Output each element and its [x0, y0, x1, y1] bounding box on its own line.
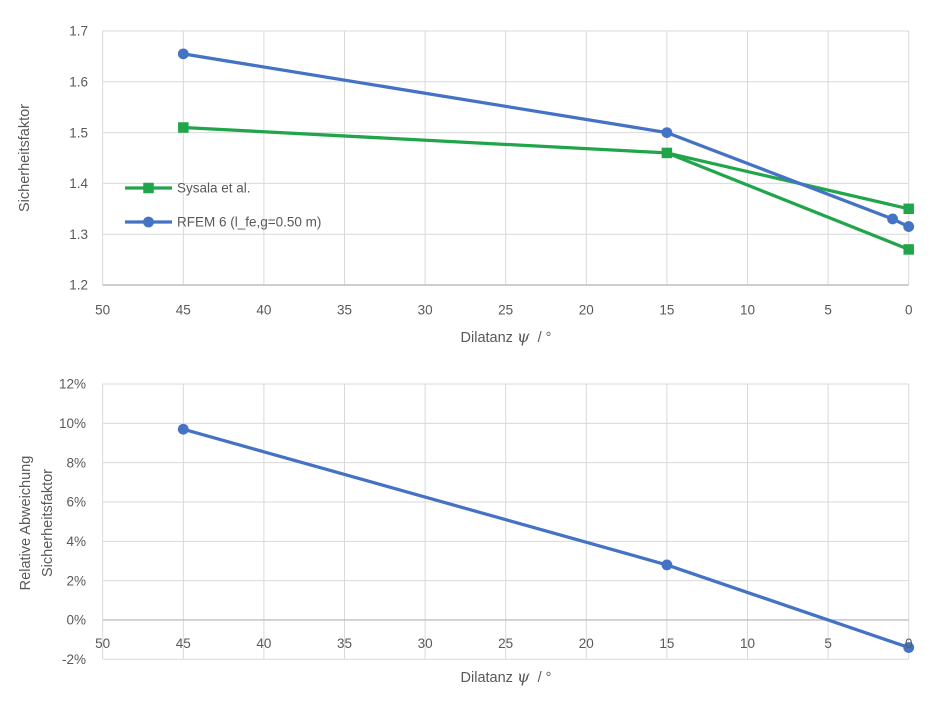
x-tick-label: 25	[498, 636, 513, 651]
psi-symbol: ψ	[516, 667, 530, 686]
y-axis-title-line-1: Relative Abweichung	[18, 455, 34, 591]
safety-factor-chart: 50 45 40 35 30 25 20 15 10 5 01.71.61.51.41.31.2Sy…	[69, 24, 915, 318]
data-point-marker	[178, 122, 189, 133]
legend-marker	[143, 216, 154, 228]
y-axis-title-safety-factor: Sicherheitsfaktor	[14, 104, 36, 212]
gridlines	[102, 383, 910, 660]
data-point-marker	[661, 147, 673, 159]
legend: Sysala et al. RFEM 6 (l_fe,g=0.50 m)	[125, 181, 321, 230]
y-tick-label: 0%	[66, 613, 86, 628]
y-tick-label: 1.4	[69, 176, 88, 191]
x-tick-label: 15	[659, 636, 674, 651]
axis-labels: 50 45 40 35 30 25 20 15 10 5 012%10%8%6%4%2%0%-2%	[59, 377, 912, 667]
legend-item-label: Sysala et al.	[177, 181, 251, 196]
data-point-marker	[903, 244, 914, 255]
series-line	[181, 125, 911, 211]
series-layer	[177, 423, 915, 653]
x-tick-label: 20	[579, 303, 594, 318]
data-point-marker	[903, 203, 914, 215]
x-tick-label: 5	[824, 303, 832, 318]
y-axis-title-relative-deviation: Relative Abweichung Sicherheitsfaktor	[15, 456, 59, 591]
y-tick-label: 1.6	[69, 75, 88, 90]
x-tick-label: 25	[498, 303, 513, 318]
legend-marker	[143, 182, 154, 194]
x-tick-label: 45	[176, 303, 191, 318]
data-point-marker	[661, 127, 673, 138]
y-tick-label: -2%	[62, 652, 86, 667]
x-tick-label: 35	[337, 636, 352, 651]
x-tick-label: 35	[337, 303, 352, 318]
y-tick-label: 8%	[66, 455, 86, 470]
y-tick-label: 6%	[66, 495, 86, 510]
y-axis-title-text: Sicherheitsfaktor	[17, 104, 33, 212]
x-tick-label: 40	[256, 303, 271, 318]
gridlines	[102, 30, 910, 286]
series-line	[181, 52, 911, 229]
data-point-marker	[661, 559, 673, 571]
x-tick-label: 30	[418, 303, 433, 318]
x-tick-label: 30	[418, 636, 433, 651]
x-tick-label: 15	[659, 303, 674, 318]
relative-deviation-chart: 50 45 40 35 30 25 20 15 10 5 012%10%8%6%4%2%0%-2%	[59, 377, 915, 667]
y-tick-label: 12%	[59, 377, 86, 392]
x-tick-label: 20	[579, 636, 594, 651]
data-point-marker	[903, 642, 915, 653]
y-tick-label: 10%	[59, 416, 86, 431]
y-tick-label: 2%	[66, 573, 86, 588]
series-line	[181, 427, 911, 650]
x-axis-title-top: Dilatanz ψ / °	[103, 327, 909, 346]
series-layer	[177, 48, 915, 255]
data-point-marker	[903, 221, 915, 232]
psi-symbol: ψ	[516, 327, 530, 346]
x-tick-label: 50	[95, 303, 110, 318]
data-point-marker	[177, 48, 189, 60]
x-tick-label: 10	[740, 303, 755, 318]
x-axis-title-prefix: Dilatanz	[460, 670, 517, 686]
series-line	[665, 151, 911, 252]
y-tick-label: 1.3	[69, 227, 88, 242]
legend-item-label: RFEM 6 (l_fe,g=0.50 m)	[177, 215, 321, 230]
y-tick-label: 1.7	[69, 24, 88, 39]
y-tick-label: 1.2	[69, 278, 88, 293]
y-tick-label: 4%	[66, 534, 86, 549]
x-tick-label: 5	[824, 636, 832, 651]
axis-labels: 50 45 40 35 30 25 20 15 10 5 01.71.61.51.41.31.2	[69, 24, 912, 318]
y-axis-title-line-2: Sicherheitsfaktor	[40, 469, 56, 577]
x-tick-label: 10	[740, 636, 755, 651]
x-tick-label: 0	[905, 636, 913, 651]
data-point-marker	[887, 213, 898, 225]
x-tick-label: 45	[176, 636, 191, 651]
x-axis-title-bottom: Dilatanz ψ / °	[103, 667, 909, 686]
y-tick-label: 1.5	[69, 125, 88, 140]
data-point-marker	[177, 423, 189, 435]
x-tick-label: 0	[905, 303, 913, 318]
x-axis-title-prefix: Dilatanz	[460, 330, 517, 346]
x-tick-label: 50	[95, 636, 110, 651]
x-axis-title-suffix: / °	[529, 670, 552, 686]
x-tick-label: 40	[256, 636, 271, 651]
x-axis-title-suffix: / °	[529, 330, 552, 346]
